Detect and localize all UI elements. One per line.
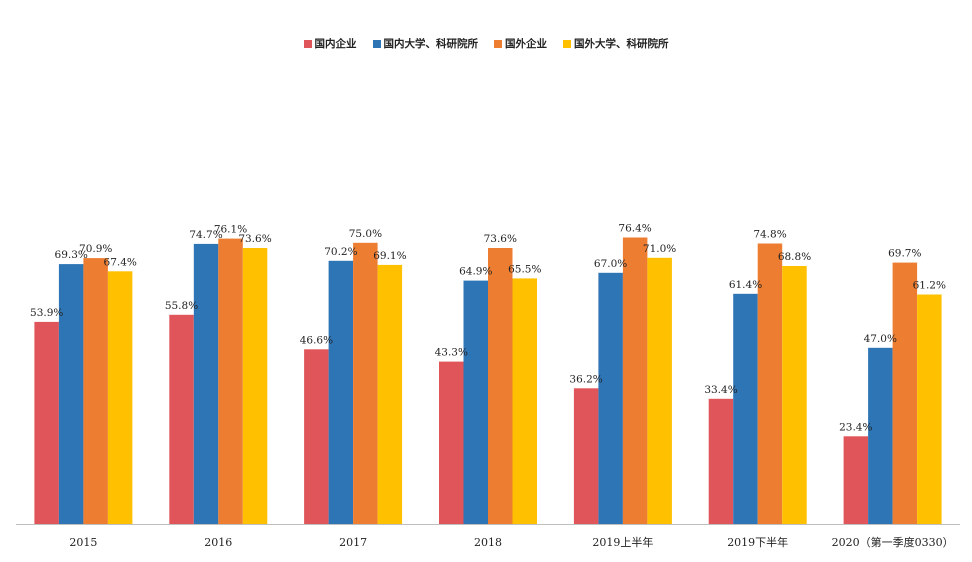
legend-swatch-foreign-enterprise	[494, 39, 502, 48]
bar-2015-series-3	[107, 271, 133, 525]
bar-2018-series-1	[463, 280, 488, 524]
data-label-2018-series-0: 43.3%	[435, 347, 468, 359]
bar-2020（第一季度0330）-series-0	[843, 436, 869, 525]
bar-2016-series-2	[218, 238, 243, 524]
data-label-2015-series-2: 70.9%	[79, 243, 112, 255]
bar-2020（第一季度0330）-series-2	[892, 262, 918, 524]
legend-swatch-domestic-university	[372, 39, 381, 48]
data-label-2016-series-2: 76.1%	[214, 224, 247, 236]
data-label-2015-series-0: 53.9%	[30, 307, 63, 319]
data-label-2019上半年-series-0: 36.2%	[569, 373, 602, 385]
bar-2015-series-1	[58, 264, 84, 524]
bar-2019上半年-series-0	[573, 388, 599, 525]
bar-2015-series-2	[83, 258, 108, 524]
x-tick-labels-layer: 2015 2016 2017 2018 2019上半年 2019下半年 2020（第一季度0…	[69, 535, 953, 549]
bar-2015-series-0	[34, 321, 59, 524]
data-label-2015-series-3: 67.4%	[104, 256, 137, 268]
bar-2016-series-0	[169, 314, 194, 525]
bar-2019下半年-series-3	[782, 266, 807, 524]
bar-2017-series-2	[353, 242, 378, 525]
data-label-2016-series-1: 74.7%	[189, 229, 222, 241]
bars-layer	[34, 237, 942, 525]
data-label-2020（第一季度0330）-series-1: 47.0%	[864, 333, 897, 345]
legend-item-domestic-university: 国内大学、科研院所	[372, 36, 479, 51]
bar-2016-series-1	[193, 243, 219, 524]
legend-label-domestic-university: 国内大学、科研院所	[383, 38, 479, 50]
legend-label-foreign-enterprise: 国外企业	[505, 38, 547, 50]
data-label-2019上半年-series-3: 71.0%	[643, 243, 676, 255]
data-label-2018-series-3: 65.5%	[508, 263, 541, 275]
x-tick-label-0: 2015	[69, 536, 97, 549]
x-tick-label-4: 2019上半年	[592, 535, 653, 549]
bar-2019下半年-series-0	[708, 398, 734, 525]
data-label-2017-series-0: 46.6%	[300, 334, 333, 346]
bar-2018-series-0	[439, 361, 464, 524]
bar-2019上半年-series-2	[622, 237, 648, 524]
data-label-2016-series-3: 73.6%	[238, 233, 271, 245]
data-label-2020（第一季度0330）-series-0: 23.4%	[839, 421, 872, 433]
data-label-2019上半年-series-1: 67.0%	[594, 258, 627, 270]
bar-2017-series-1	[328, 260, 354, 525]
data-label-2019下半年-series-0: 33.4%	[704, 384, 737, 396]
data-labels-layer: 53.9%69.3%70.9%67.4%55.8%74.7%76.1%73.6%…	[30, 223, 946, 434]
bar-2018-series-2	[488, 248, 513, 524]
data-label-2018-series-2: 73.6%	[484, 233, 517, 245]
bar-2019上半年-series-3	[647, 257, 672, 525]
legend-label-domestic-enterprise: 国内企业	[314, 38, 357, 50]
data-label-2017-series-3: 69.1%	[373, 250, 406, 262]
x-tick-label-1: 2016	[204, 536, 232, 549]
bar-2019下半年-series-2	[757, 243, 783, 524]
x-tick-label-5: 2019下半年	[727, 535, 788, 549]
bar-2019上半年-series-1	[598, 272, 623, 525]
data-label-2019下半年-series-3: 68.8%	[778, 251, 811, 263]
legend-item-foreign-enterprise: 国外企业	[494, 36, 547, 51]
data-label-2019下半年-series-1: 61.4%	[729, 279, 762, 291]
data-label-2020（第一季度0330）-series-2: 69.7%	[888, 248, 921, 260]
data-label-2017-series-1: 70.2%	[324, 246, 357, 258]
x-tick-label-2: 2017	[339, 536, 367, 549]
x-tick-label-6: 2020（第一季度0330）	[832, 535, 954, 549]
bar-2020（第一季度0330）-series-3	[917, 294, 942, 524]
bar-2019下半年-series-1	[733, 293, 758, 525]
legend-swatch-foreign-university	[563, 39, 571, 48]
data-label-2020（第一季度0330）-series-3: 61.2%	[913, 280, 946, 292]
data-label-2019下半年-series-2: 74.8%	[753, 229, 786, 241]
legend-item-domestic-enterprise: 国内企业	[303, 36, 357, 51]
data-label-2019上半年-series-2: 76.4%	[618, 223, 651, 235]
legend-item-foreign-university: 国外大学、科研院所	[563, 36, 669, 51]
legend: 国内企业 国内大学、科研院所 国外企业 国外大学、科研院所	[0, 36, 972, 51]
data-label-2016-series-0: 55.8%	[165, 300, 198, 312]
legend-label-foreign-university: 国外大学、科研院所	[574, 38, 669, 50]
bar-2018-series-3	[512, 278, 537, 524]
legend-swatch-domestic-enterprise	[303, 39, 312, 48]
bar-2017-series-3	[377, 264, 403, 524]
bar-2017-series-0	[304, 349, 329, 525]
data-label-2018-series-1: 64.9%	[459, 266, 492, 278]
bar-2020（第一季度0330）-series-1	[868, 347, 893, 525]
x-tick-label-3: 2018	[474, 536, 502, 549]
data-label-2017-series-2: 75.0%	[349, 228, 382, 240]
data-label-2015-series-1: 69.3%	[55, 249, 88, 261]
bar-2016-series-3	[242, 248, 268, 524]
